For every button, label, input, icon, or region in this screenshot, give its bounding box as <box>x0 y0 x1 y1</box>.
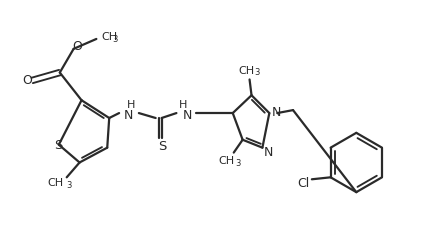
Text: O: O <box>22 74 32 87</box>
Text: 3: 3 <box>255 68 260 77</box>
Text: H: H <box>127 100 135 110</box>
Text: Cl: Cl <box>297 177 309 190</box>
Text: CH: CH <box>239 66 255 76</box>
Text: 3: 3 <box>66 181 71 190</box>
Text: N: N <box>264 146 273 159</box>
Text: S: S <box>53 139 62 152</box>
Text: O: O <box>73 40 83 53</box>
Text: 3: 3 <box>235 159 240 168</box>
Text: CH: CH <box>101 32 117 42</box>
Text: N: N <box>123 109 133 122</box>
Text: 3: 3 <box>112 35 117 45</box>
Text: N: N <box>271 106 281 119</box>
Text: H: H <box>179 100 187 110</box>
Text: S: S <box>159 140 167 153</box>
Text: CH: CH <box>219 157 235 167</box>
Text: CH: CH <box>47 178 64 188</box>
Text: N: N <box>183 109 192 122</box>
